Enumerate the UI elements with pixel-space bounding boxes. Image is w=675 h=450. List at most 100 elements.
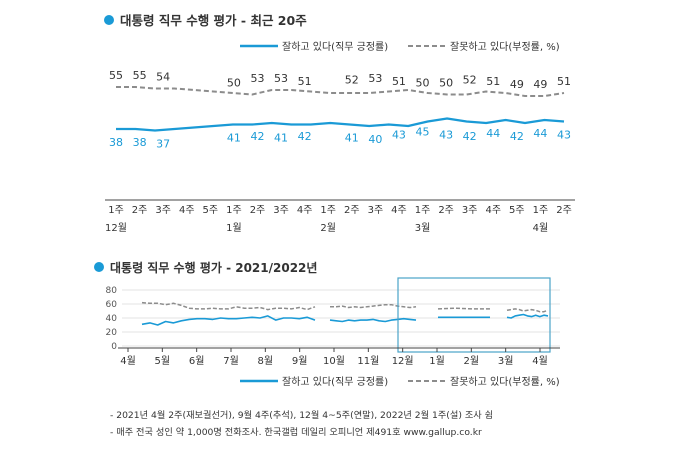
disapprove-series-segment [437,307,490,310]
x-tick-label: 10월 [323,355,345,367]
approve-series-line [116,117,565,132]
y-tick-label: 20 [106,328,118,338]
approve-data-label: 43 [557,129,571,142]
month-label: 1월 [226,222,242,234]
approve-data-label: 42 [298,130,312,143]
disapprove-data-label: 55 [133,69,147,82]
approve-data-label: 43 [439,129,453,142]
y-tick-label: 40 [106,314,118,324]
x-tick-label: 2주 [250,205,266,216]
disapprove-series-line [116,86,565,97]
footnote-1: - 2021년 4월 2주(재보궐선거), 9월 4주(추석), 12월 4~5… [110,409,493,421]
approve-data-label: 41 [274,132,288,145]
legend-disapprove-label: 잘못하고 있다(부정률, %) [450,40,560,53]
x-tick-label: 3주 [273,205,289,216]
x-tick-label: 1주 [415,205,431,216]
approve-data-label: 43 [392,129,406,142]
month-label: 12월 [105,222,127,234]
disapprove-data-label: 50 [416,77,430,90]
approve-series-segment [141,315,316,326]
disapprove-data-label: 52 [463,74,477,87]
title-bullet-icon [94,262,104,272]
x-tick-label: 3월 [498,355,514,367]
bottom-chart-lines [141,301,549,326]
approve-series-segment [506,313,549,319]
x-tick-label: 3주 [368,205,384,216]
disapprove-data-label: 51 [298,75,312,88]
x-tick-label: 1주 [320,205,336,216]
top-chart-data-labels: 38 38 37 41 42 41 42 41 40 43 45 43 42 44 42 44 43 55 55 54… [109,69,571,151]
month-label: 4월 [533,222,549,234]
top-chart-lines [116,86,565,132]
x-tick-label: 1주 [533,205,549,216]
x-tick-label: 4월 [532,355,548,367]
legend-approve-label: 잘하고 있다(직무 긍정률) [282,375,388,388]
x-tick-label: 6월 [189,355,205,367]
title-bullet-icon [104,15,114,25]
disapprove-data-label: 54 [156,71,170,84]
approve-data-label: 42 [463,130,477,143]
x-tick-label: 8월 [258,355,274,367]
disapprove-data-label: 50 [439,77,453,90]
disapprove-data-label: 52 [345,74,359,87]
disapprove-data-label: 49 [510,78,524,91]
month-label: 2월 [320,222,336,234]
x-tick-label: 3주 [155,205,171,216]
x-tick-label: 3주 [462,205,478,216]
x-tick-label: 4주 [179,205,195,216]
recent-20-weeks-highlight-box [397,277,551,353]
x-tick-label: 12월 [392,355,414,367]
y-tick-label: 60 [106,300,118,310]
x-tick-label: 2주 [556,205,572,216]
legend-approve-label: 잘하고 있다(직무 긍정률) [282,40,388,53]
x-tick-label: 7월 [223,355,239,367]
disapprove-data-label: 49 [533,78,547,91]
disapprove-data-label: 55 [109,69,123,82]
approve-data-label: 44 [533,127,547,140]
x-tick-label: 4주 [485,205,501,216]
approve-data-label: 38 [109,136,123,149]
x-tick-label: 5주 [203,205,219,216]
month-label: 3월 [415,222,431,234]
x-tick-label: 5월 [155,355,171,367]
approve-data-label: 45 [416,126,430,139]
approve-data-label: 41 [345,132,359,145]
x-tick-label: 1월 [429,355,445,367]
disapprove-data-label: 53 [368,72,382,85]
disapprove-data-label: 51 [392,75,406,88]
approve-data-label: 44 [486,127,500,140]
footnote-2: - 매주 전국 성인 약 1,000명 전화조사. 한국갤럽 데일리 오피니언 … [110,426,482,438]
x-tick-label: 2주 [132,205,148,216]
x-tick-label: 2주 [344,205,360,216]
approve-series-segment [329,317,417,323]
approve-data-label: 42 [250,130,264,143]
top-x-ticks: 1주 2주 3주 4주 5주 1주 2주 3주 4주 1주 2주 3주 4주 1주 2주 3주 4주 5주 1주 2주… [105,205,572,234]
disapprove-series-segment [506,308,549,313]
x-tick-label: 11월 [357,355,379,367]
x-tick-label: 2주 [438,205,454,216]
x-tick-label: 1주 [108,205,124,216]
x-tick-label: 1주 [226,205,242,216]
approve-data-label: 41 [227,132,241,145]
approve-data-label: 42 [510,130,524,143]
x-tick-label: 2월 [464,355,480,367]
y-tick-label: 0 [111,342,117,352]
disapprove-data-label: 50 [227,77,241,90]
x-tick-label: 4월 [120,355,136,367]
disapprove-data-label: 53 [250,72,264,85]
disapprove-series-segment [141,301,316,311]
y-tick-label: 80 [106,286,118,296]
approve-data-label: 37 [156,138,170,151]
legend-disapprove-label: 잘못하고 있다(부정률, %) [450,375,560,388]
x-tick-label: 5주 [509,205,525,216]
bottom-x-ticks: 4월 5월 6월 7월 8월 9월 10월 11월 12월 1월 2월 3월 4월 [120,348,548,367]
approve-data-label: 38 [133,136,147,149]
approve-data-label: 40 [368,133,382,146]
bottom-chart-title: 대통령 직무 수행 평가 - 2021/2022년 [110,260,317,275]
disapprove-data-label: 51 [557,75,571,88]
bottom-chart-grid: 0 20 40 60 80 [106,286,560,352]
disapprove-data-label: 53 [274,72,288,85]
x-tick-label: 4주 [297,205,313,216]
disapprove-data-label: 51 [486,75,500,88]
